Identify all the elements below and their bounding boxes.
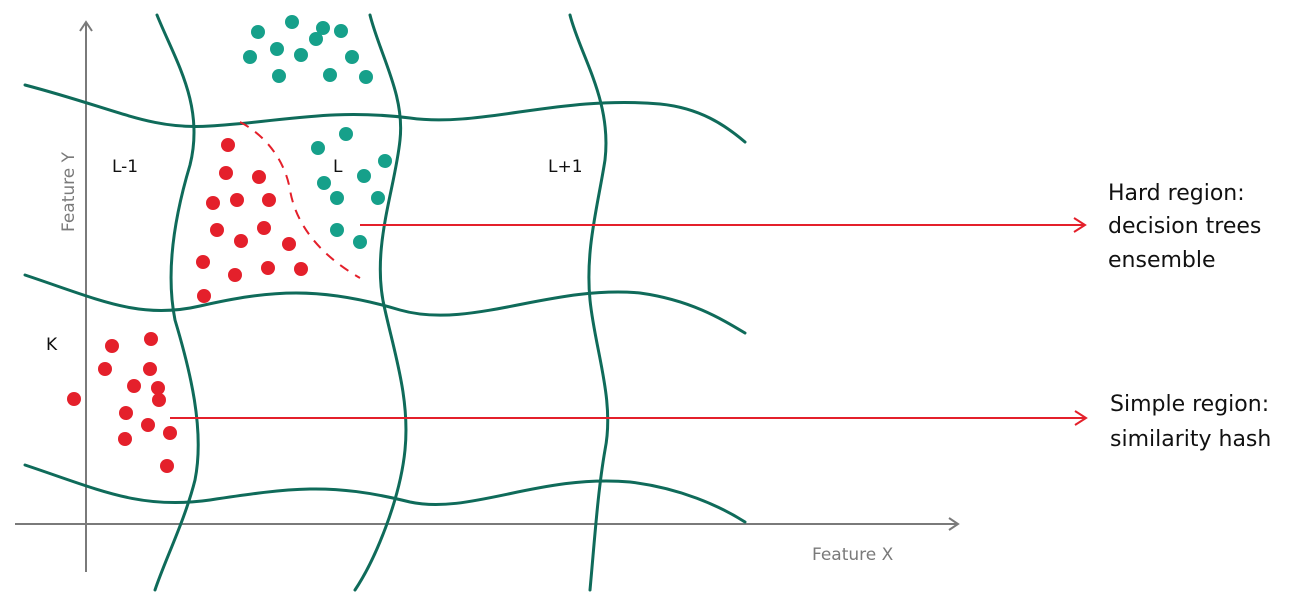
data-point xyxy=(221,138,235,152)
data-point xyxy=(243,50,257,64)
grid-line-horizontal-bottom xyxy=(23,463,747,524)
data-point xyxy=(330,223,344,237)
data-point xyxy=(127,379,141,393)
data-point xyxy=(228,268,242,282)
data-point xyxy=(345,50,359,64)
grid-line-horizontal-middle xyxy=(23,273,747,335)
data-point xyxy=(282,237,296,251)
data-point xyxy=(98,362,112,376)
data-point xyxy=(230,193,244,207)
data-point xyxy=(251,25,265,39)
data-point xyxy=(196,255,210,269)
data-point xyxy=(309,32,323,46)
data-point xyxy=(118,432,132,446)
cell-label-l: L xyxy=(333,157,343,177)
hard-region-title: Hard region: xyxy=(1108,181,1245,206)
data-point xyxy=(285,15,299,29)
grid-line-vertical-middle xyxy=(353,13,408,592)
data-point xyxy=(262,193,276,207)
data-point xyxy=(197,289,211,303)
decision-boundary-dashed xyxy=(239,121,361,279)
x-axis-label: Feature X xyxy=(812,545,894,565)
hard-region-method-cont: ensemble xyxy=(1108,248,1216,273)
data-point xyxy=(334,24,348,38)
data-point xyxy=(234,234,248,248)
simple-region-title: Simple region: xyxy=(1110,392,1269,417)
hard-region-method: decision trees xyxy=(1108,214,1261,239)
teal-cluster-cell-l xyxy=(311,127,392,249)
data-point xyxy=(141,418,155,432)
data-point xyxy=(272,69,286,83)
data-point xyxy=(151,381,165,395)
cell-label-l-minus-1: L-1 xyxy=(112,157,138,177)
grid-line-horizontal-top xyxy=(23,83,747,144)
data-point xyxy=(261,261,275,275)
data-point xyxy=(163,426,177,440)
data-point xyxy=(316,21,330,35)
data-point xyxy=(152,393,166,407)
data-point xyxy=(357,169,371,183)
data-point xyxy=(144,332,158,346)
red-cluster-cell-l xyxy=(196,138,308,303)
data-point xyxy=(323,68,337,82)
data-point xyxy=(359,70,373,84)
data-point xyxy=(219,166,233,180)
data-point xyxy=(294,262,308,276)
y-axis-label: Feature Y xyxy=(59,151,79,232)
data-point xyxy=(339,127,353,141)
data-point xyxy=(105,339,119,353)
data-point xyxy=(143,362,157,376)
cell-label-k: K xyxy=(46,335,58,355)
data-point xyxy=(67,392,81,406)
cell-label-l-plus-1: L+1 xyxy=(548,157,583,177)
data-point xyxy=(257,221,271,235)
data-point xyxy=(378,154,392,168)
red-cluster-cell-k xyxy=(67,332,177,473)
data-point xyxy=(210,223,224,237)
teal-cluster-top xyxy=(243,15,373,84)
data-point xyxy=(160,459,174,473)
simple-region-method: similarity hash xyxy=(1110,427,1271,452)
data-point xyxy=(270,42,284,56)
data-point xyxy=(311,141,325,155)
data-point xyxy=(317,176,331,190)
data-point xyxy=(294,48,308,62)
data-point xyxy=(119,406,133,420)
data-point xyxy=(371,191,385,205)
data-point xyxy=(330,191,344,205)
data-point xyxy=(252,170,266,184)
grid-line-vertical-left xyxy=(153,13,200,592)
data-point xyxy=(206,196,220,210)
data-point xyxy=(353,235,367,249)
grid-line-vertical-right xyxy=(568,13,610,592)
